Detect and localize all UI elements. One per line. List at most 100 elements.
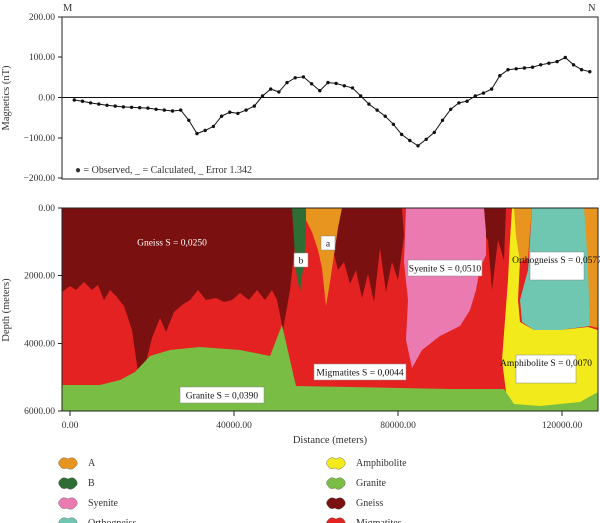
depth-tick-label: 2000.00 [24, 272, 55, 282]
observed-point [277, 90, 281, 94]
y-tick-label: 200.00 [29, 13, 55, 23]
rock-unit-legend: AB Syenite Orthogneiss Amphibolite Granite Gn… [58, 457, 407, 523]
legend-label: Syenite [88, 498, 119, 509]
magnetics-legend: ● = Observed, _ = Calculated, _ Error 1.… [75, 165, 252, 176]
observed-point [440, 118, 445, 123]
observed-point [457, 101, 461, 105]
legend-item-syenite: Syenite [58, 497, 119, 510]
gneiss-body [482, 208, 506, 290]
observed-point [367, 102, 371, 106]
observed-point [432, 130, 436, 135]
migmatites-label: Migmatites S = 0,0044 [313, 363, 407, 381]
observed-point [154, 107, 158, 112]
profile-end-label: N [588, 3, 596, 14]
legend-swatch [58, 457, 78, 470]
observed-point [359, 94, 363, 98]
svg-text:a: a [326, 240, 331, 250]
observed-point [424, 137, 428, 141]
observed-point [228, 110, 232, 114]
legend-item-orthogneiss: Orthogneiss [58, 517, 136, 523]
gneiss-body [318, 208, 404, 302]
observed-point [187, 118, 191, 123]
observed-point [498, 74, 502, 78]
observed-magnetics-points [72, 55, 592, 148]
observed-point [318, 89, 322, 93]
observed-point [530, 65, 535, 69]
amphibolite-label: Amphibolite S = 0,0070 [500, 354, 592, 384]
svg-text:b: b [299, 257, 304, 267]
legend-item-amphibolite: Amphibolite [326, 457, 407, 470]
observed-point [252, 104, 256, 108]
observed-point [588, 70, 592, 74]
distance-tick-label: 120000.00 [542, 421, 583, 431]
legend-label: B [88, 478, 95, 489]
depth-tick-label: 6000.00 [24, 407, 55, 417]
observed-point [236, 111, 240, 116]
orthogneiss-label: Orthogneiss S = 0,0577 [512, 251, 600, 281]
observed-point [506, 68, 510, 72]
depth-tick-label: 4000.00 [24, 340, 55, 350]
observed-point [408, 138, 412, 143]
observed-point [449, 107, 453, 112]
observed-point [113, 104, 117, 108]
legend-item-a: A [58, 457, 96, 470]
distance-tick-label: 80000.00 [380, 421, 416, 431]
observed-point [195, 131, 199, 136]
observed-point [244, 108, 248, 112]
observed-point [563, 55, 567, 60]
calculated-magnetics-line [74, 56, 590, 147]
svg-text:Migmatites S = 0,0044: Migmatites S = 0,0044 [316, 369, 403, 379]
svg-text:Syenite S = 0,0510: Syenite S = 0,0510 [409, 265, 482, 275]
legend-swatch [58, 477, 78, 490]
observed-point [539, 63, 543, 67]
y-tick-label: −200.00 [24, 174, 56, 184]
legend-item-gneiss: Gneiss [326, 497, 383, 510]
observed-point [301, 75, 306, 79]
legend-label: Amphibolite [356, 458, 407, 469]
svg-text:Amphibolite S = 0,0070: Amphibolite S = 0,0070 [500, 359, 592, 369]
observed-point [489, 87, 494, 91]
profile-start-label: M [63, 3, 73, 14]
syenite-label: Syenite S = 0,0510 [407, 259, 483, 277]
legend-label: A [88, 458, 96, 469]
legend-swatch [326, 517, 346, 523]
legend-swatch [58, 517, 78, 523]
observed-point [375, 108, 379, 112]
b-label: b [293, 252, 309, 268]
depth-tick-label: 0.00 [38, 204, 55, 214]
observed-point [121, 105, 126, 109]
magnetics-panel: M N 200.00 100.00 0.00 −100.00 −200.00 M… [1, 3, 599, 184]
distance-tick-label: 40000.00 [216, 421, 252, 431]
observed-point [129, 105, 134, 110]
observed-point [465, 99, 469, 103]
observed-point [146, 106, 150, 110]
syenite-body [404, 208, 486, 368]
distance-tick-label: 0.00 [62, 421, 79, 431]
observed-point [555, 59, 559, 64]
svg-text:Granite S = 0,0390: Granite S = 0,0390 [186, 392, 259, 402]
observed-point [416, 144, 420, 148]
observed-point [514, 67, 518, 71]
observed-point [522, 66, 527, 70]
observed-point [383, 114, 387, 118]
observed-point [179, 108, 183, 112]
svg-text:Gneiss S = 0,0250: Gneiss S = 0,0250 [137, 239, 207, 249]
legend-swatch [326, 457, 346, 470]
observed-point [219, 114, 224, 118]
observed-point [72, 98, 77, 102]
legend-label: Migmatites [356, 518, 402, 523]
observed-point [105, 103, 109, 108]
depth-y-axis-label: Depth (meters) [1, 278, 12, 342]
observed-point [350, 86, 355, 90]
legend-swatch [58, 497, 78, 510]
observed-point [80, 99, 85, 103]
observed-point [293, 76, 297, 80]
y-tick-label: −100.00 [24, 134, 56, 144]
observed-point [473, 94, 477, 98]
observed-point [342, 84, 346, 88]
y-tick-label: 100.00 [29, 53, 55, 63]
observed-point [547, 61, 551, 65]
observed-point [399, 132, 404, 137]
observed-point [334, 81, 338, 86]
